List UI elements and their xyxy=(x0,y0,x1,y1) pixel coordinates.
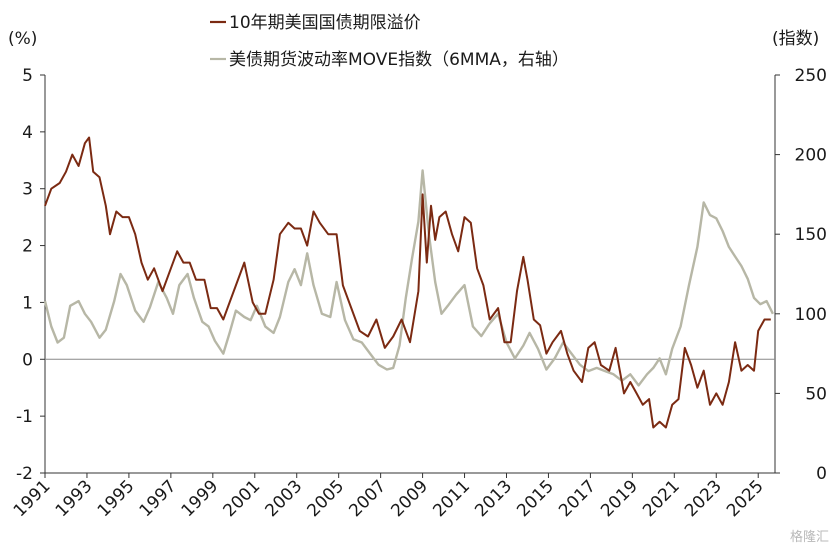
right-tick-label: 0 xyxy=(816,464,827,484)
left-tick-label: 1 xyxy=(22,293,33,313)
x-tick-label: 2015 xyxy=(513,476,558,521)
x-tick-label: 1993 xyxy=(52,476,97,521)
x-tick-label: 1997 xyxy=(136,476,181,521)
x-tick-label: 2005 xyxy=(303,476,348,521)
right-tick-label: 50 xyxy=(805,384,827,404)
series-layer xyxy=(43,136,774,429)
x-tick-label: 2013 xyxy=(471,476,516,521)
right-unit-label: (指数) xyxy=(772,29,819,49)
left-tick-label: -1 xyxy=(16,407,33,427)
series-line-move-index xyxy=(43,169,774,387)
left-tick-label: -2 xyxy=(16,464,33,484)
x-tick-label: 2003 xyxy=(262,476,307,521)
watermark: 格隆汇 xyxy=(790,529,829,545)
left-unit-label: (%) xyxy=(8,29,37,49)
right-tick-label: 150 xyxy=(795,225,827,245)
x-tick-label: 2009 xyxy=(387,476,432,521)
x-tick-label: 2011 xyxy=(429,476,474,521)
legend-label-term-premium: 10年期美国国债期限溢价 xyxy=(229,13,421,33)
right-tick-label: 250 xyxy=(795,66,827,86)
x-tick-label: 2001 xyxy=(220,476,265,521)
x-tick-label: 2025 xyxy=(723,476,768,521)
legend-label-move: 美债期货波动率MOVE指数（6MMA，右轴） xyxy=(229,50,569,70)
left-tick-label: 5 xyxy=(22,66,33,86)
left-tick-label: 4 xyxy=(22,123,33,143)
x-tick-label: 2007 xyxy=(345,476,390,521)
x-tick-labels: 1991199319951997199920012003200520072009… xyxy=(10,473,768,521)
x-tick-label: 2023 xyxy=(681,476,726,521)
x-tick-label: 1999 xyxy=(178,476,223,521)
left-tick-label: 0 xyxy=(22,350,33,370)
right-tick-labels: 250 200 150 100 50 0 xyxy=(775,66,827,484)
x-tick-label: 2021 xyxy=(639,476,684,521)
right-tick-label: 200 xyxy=(795,146,827,166)
left-tick-label: 2 xyxy=(22,237,33,257)
left-tick-labels: 5 4 3 2 1 0 -1 -2 xyxy=(16,66,45,484)
x-tick-label: 2019 xyxy=(597,476,642,521)
series-line-term-premium xyxy=(44,136,771,429)
right-tick-label: 100 xyxy=(795,305,827,325)
x-tick-label: 2017 xyxy=(555,476,600,521)
legend: 10年期美国国债期限溢价 美债期货波动率MOVE指数（6MMA，右轴） xyxy=(210,13,569,70)
left-tick-label: 3 xyxy=(22,180,33,200)
x-tick-label: 1995 xyxy=(94,476,139,521)
